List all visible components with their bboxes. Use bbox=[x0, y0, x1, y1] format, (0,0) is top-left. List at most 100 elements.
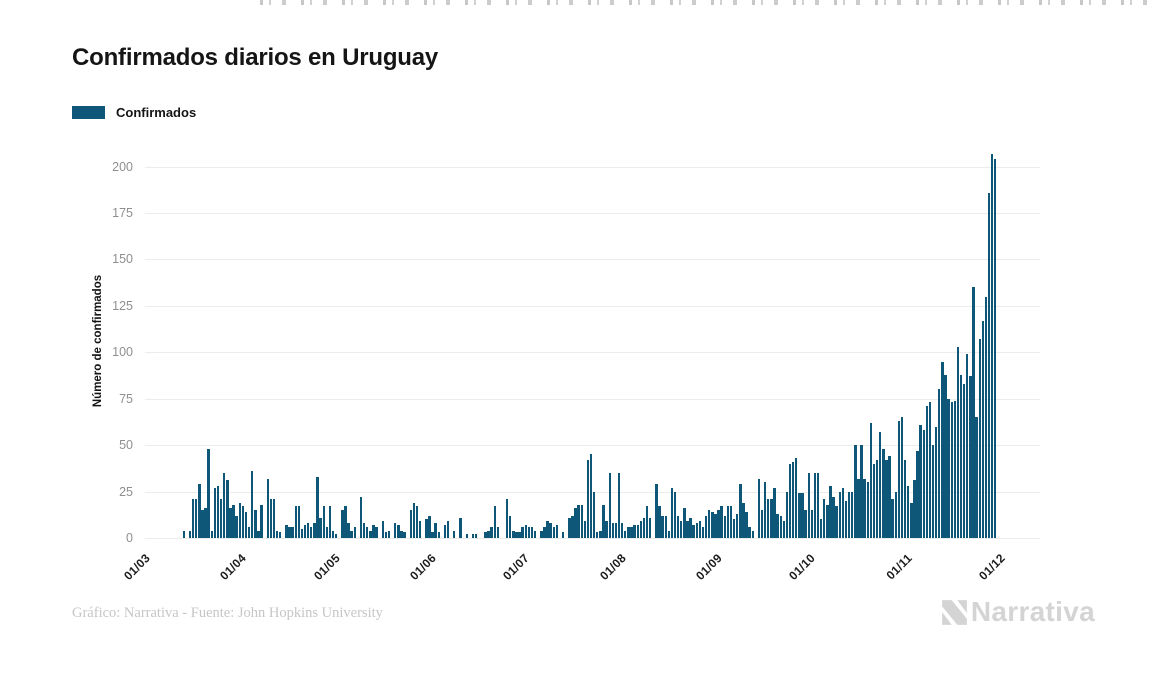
bar bbox=[748, 526, 751, 538]
bar bbox=[683, 508, 686, 538]
bar bbox=[711, 512, 714, 538]
bar bbox=[571, 515, 574, 538]
x-tick-label: 01/08 bbox=[596, 551, 629, 583]
bar bbox=[950, 402, 953, 538]
x-tick-label: 01/07 bbox=[500, 551, 533, 583]
bar bbox=[620, 523, 624, 538]
bar bbox=[219, 499, 223, 538]
bar bbox=[922, 430, 925, 538]
bar bbox=[577, 504, 580, 538]
bar bbox=[767, 499, 770, 538]
bar bbox=[975, 417, 978, 538]
bar bbox=[425, 519, 428, 538]
bar bbox=[387, 530, 391, 538]
bar bbox=[260, 504, 263, 538]
bar bbox=[624, 530, 627, 538]
bar bbox=[359, 497, 363, 538]
bar bbox=[229, 508, 232, 538]
bar bbox=[689, 517, 692, 538]
bar bbox=[599, 530, 602, 538]
bar bbox=[546, 521, 549, 538]
bar bbox=[900, 417, 904, 538]
bar bbox=[819, 519, 823, 538]
bar bbox=[959, 374, 963, 538]
bar bbox=[732, 519, 736, 538]
bar bbox=[885, 460, 888, 538]
bar bbox=[418, 521, 422, 538]
bar bbox=[182, 530, 185, 538]
bar bbox=[484, 532, 487, 538]
bar bbox=[928, 402, 932, 538]
bar bbox=[639, 521, 643, 538]
bar bbox=[879, 432, 882, 538]
bar bbox=[561, 532, 565, 538]
bar bbox=[344, 506, 347, 538]
y-tick-label: 50 bbox=[119, 438, 133, 453]
bar bbox=[300, 528, 304, 538]
bar bbox=[602, 504, 605, 538]
bar bbox=[266, 478, 269, 538]
bar bbox=[341, 510, 344, 538]
bar bbox=[726, 506, 730, 538]
bar bbox=[720, 506, 723, 538]
bar bbox=[990, 153, 994, 538]
bar bbox=[394, 523, 397, 538]
bar bbox=[247, 526, 251, 538]
x-tick-label: 01/09 bbox=[693, 551, 725, 583]
bar bbox=[204, 508, 207, 538]
bar bbox=[583, 521, 587, 538]
bar bbox=[891, 499, 894, 538]
bar bbox=[524, 525, 527, 538]
bar bbox=[278, 532, 282, 538]
bar bbox=[580, 504, 583, 538]
bar bbox=[841, 487, 845, 538]
bar bbox=[847, 491, 851, 538]
bar bbox=[866, 482, 869, 538]
bar bbox=[698, 521, 702, 538]
bar bbox=[465, 534, 468, 538]
bar bbox=[518, 532, 521, 538]
bar bbox=[984, 296, 988, 538]
credit-text: Gráfico: Narrativa - Fuente: John Hopkin… bbox=[72, 605, 383, 621]
bar bbox=[415, 506, 419, 538]
bar bbox=[760, 510, 764, 538]
bar bbox=[232, 504, 235, 538]
bar bbox=[913, 480, 916, 538]
bar bbox=[353, 526, 356, 538]
plot-area bbox=[145, 144, 1040, 539]
gridline bbox=[145, 398, 1040, 400]
bar bbox=[574, 508, 577, 538]
bar bbox=[213, 487, 217, 538]
bar bbox=[857, 478, 860, 538]
bar bbox=[729, 506, 733, 538]
bar bbox=[322, 506, 325, 538]
bar bbox=[509, 515, 512, 538]
bar bbox=[776, 513, 779, 538]
bar bbox=[680, 521, 683, 538]
legend: Confirmados bbox=[72, 105, 196, 120]
bar bbox=[362, 523, 366, 538]
gridline bbox=[145, 259, 1040, 261]
bar bbox=[275, 530, 279, 538]
bar bbox=[555, 525, 559, 538]
bar bbox=[916, 450, 919, 538]
bar bbox=[251, 471, 254, 538]
bar bbox=[723, 515, 726, 538]
chart-title: Confirmados diarios en Uruguay bbox=[72, 44, 439, 71]
gridline bbox=[145, 445, 1040, 447]
bar bbox=[254, 510, 257, 538]
bar bbox=[779, 515, 782, 538]
bar bbox=[645, 506, 649, 538]
bar bbox=[216, 486, 220, 538]
x-tick-label: 01/11 bbox=[883, 551, 915, 583]
bar bbox=[303, 525, 307, 538]
bar bbox=[832, 497, 835, 538]
gridline bbox=[145, 352, 1040, 354]
bar bbox=[257, 530, 260, 538]
bar bbox=[910, 502, 913, 538]
bar bbox=[549, 523, 552, 538]
bar bbox=[334, 534, 338, 538]
bar bbox=[434, 523, 437, 538]
bar bbox=[310, 526, 313, 538]
